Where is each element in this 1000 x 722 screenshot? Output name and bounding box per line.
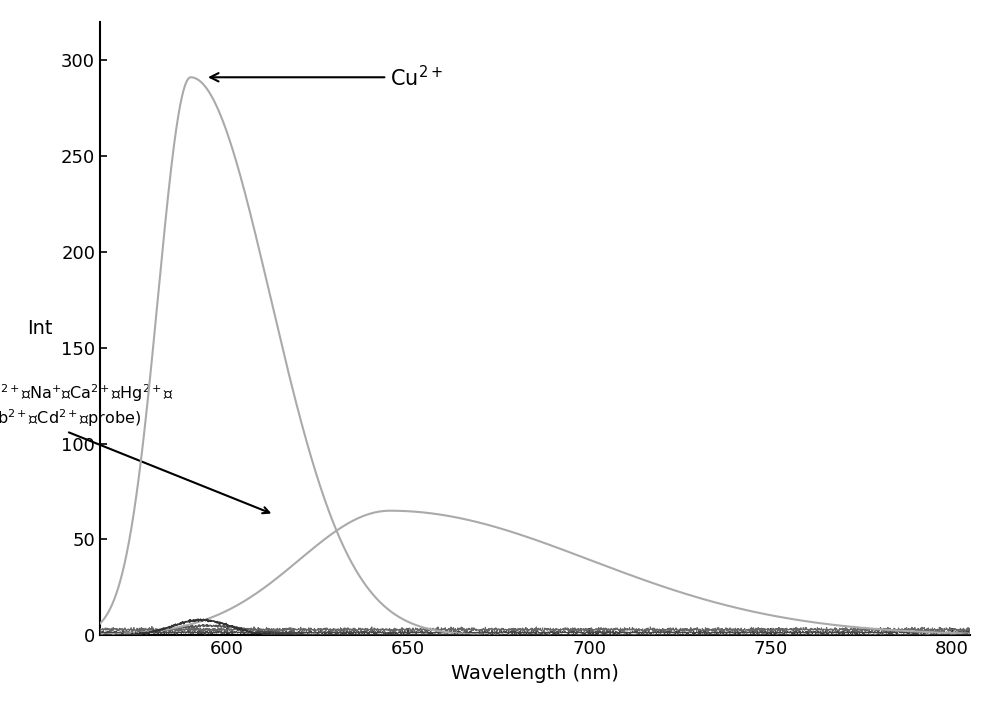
Text: $\mathrm{Cu^{2+}}$: $\mathrm{Cu^{2+}}$ [210, 65, 443, 90]
Y-axis label: Int: Int [27, 319, 53, 338]
X-axis label: Wavelength (nm): Wavelength (nm) [451, 664, 619, 683]
Text: ($\mathrm{Fe^{2+}}$，$\mathrm{Fe^{3+}}$，$\mathrm{Al^{3+}}$，$\mathrm{Mg^{2+}}$，$\m: ($\mathrm{Fe^{2+}}$，$\mathrm{Fe^{3+}}$，$… [0, 382, 269, 513]
